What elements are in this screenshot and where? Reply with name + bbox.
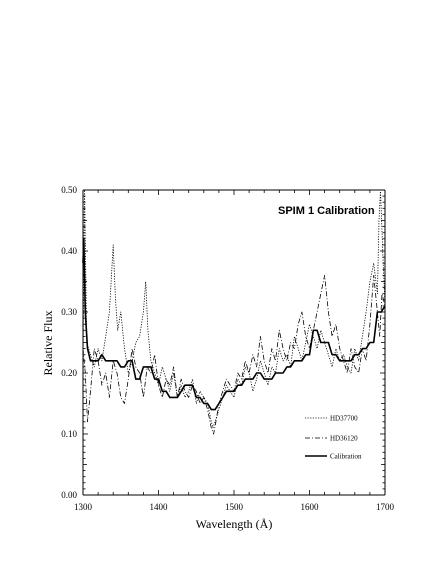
x-tick-label: 1500 [225,502,244,512]
x-tick-label: 1300 [74,502,93,512]
y-tick-label: 0.20 [61,368,77,378]
y-tick-label: 0.10 [61,429,77,439]
legend: HD37700 HD36120 Calibration [305,415,362,461]
y-tick-label: 0.40 [61,246,77,256]
series-line-hd36120 [82,274,386,435]
tick-labels: 1300 1400 1500 1600 1700 0.00 0.10 0.20 0.30 0.40… [61,185,394,512]
series-line-hd37700 [82,189,386,429]
x-tick-label: 1700 [376,502,395,512]
y-tick-label: 0.30 [61,307,77,317]
x-axis-label: Wavelength (Å) [196,517,273,531]
x-tick-label: 1400 [150,502,169,512]
y-tick-label: 0.50 [61,185,77,195]
x-tick-label: 1600 [301,502,320,512]
ticks [82,189,386,496]
chart-title: SPIM 1 Calibration [278,205,375,217]
legend-label-calibration: Calibration [330,453,362,461]
axes [82,189,386,496]
legend-label-hd36120: HD36120 [330,435,358,443]
series-lines [82,189,386,435]
series-line-calibration [82,238,386,411]
plot-area: 1300 1400 1500 1600 1700 0.00 0.10 0.20 0.30 0.40… [41,185,395,531]
y-axis-label: Relative Flux [41,311,55,376]
y-tick-label: 0.00 [61,490,77,500]
legend-label-hd37700: HD37700 [330,415,358,423]
